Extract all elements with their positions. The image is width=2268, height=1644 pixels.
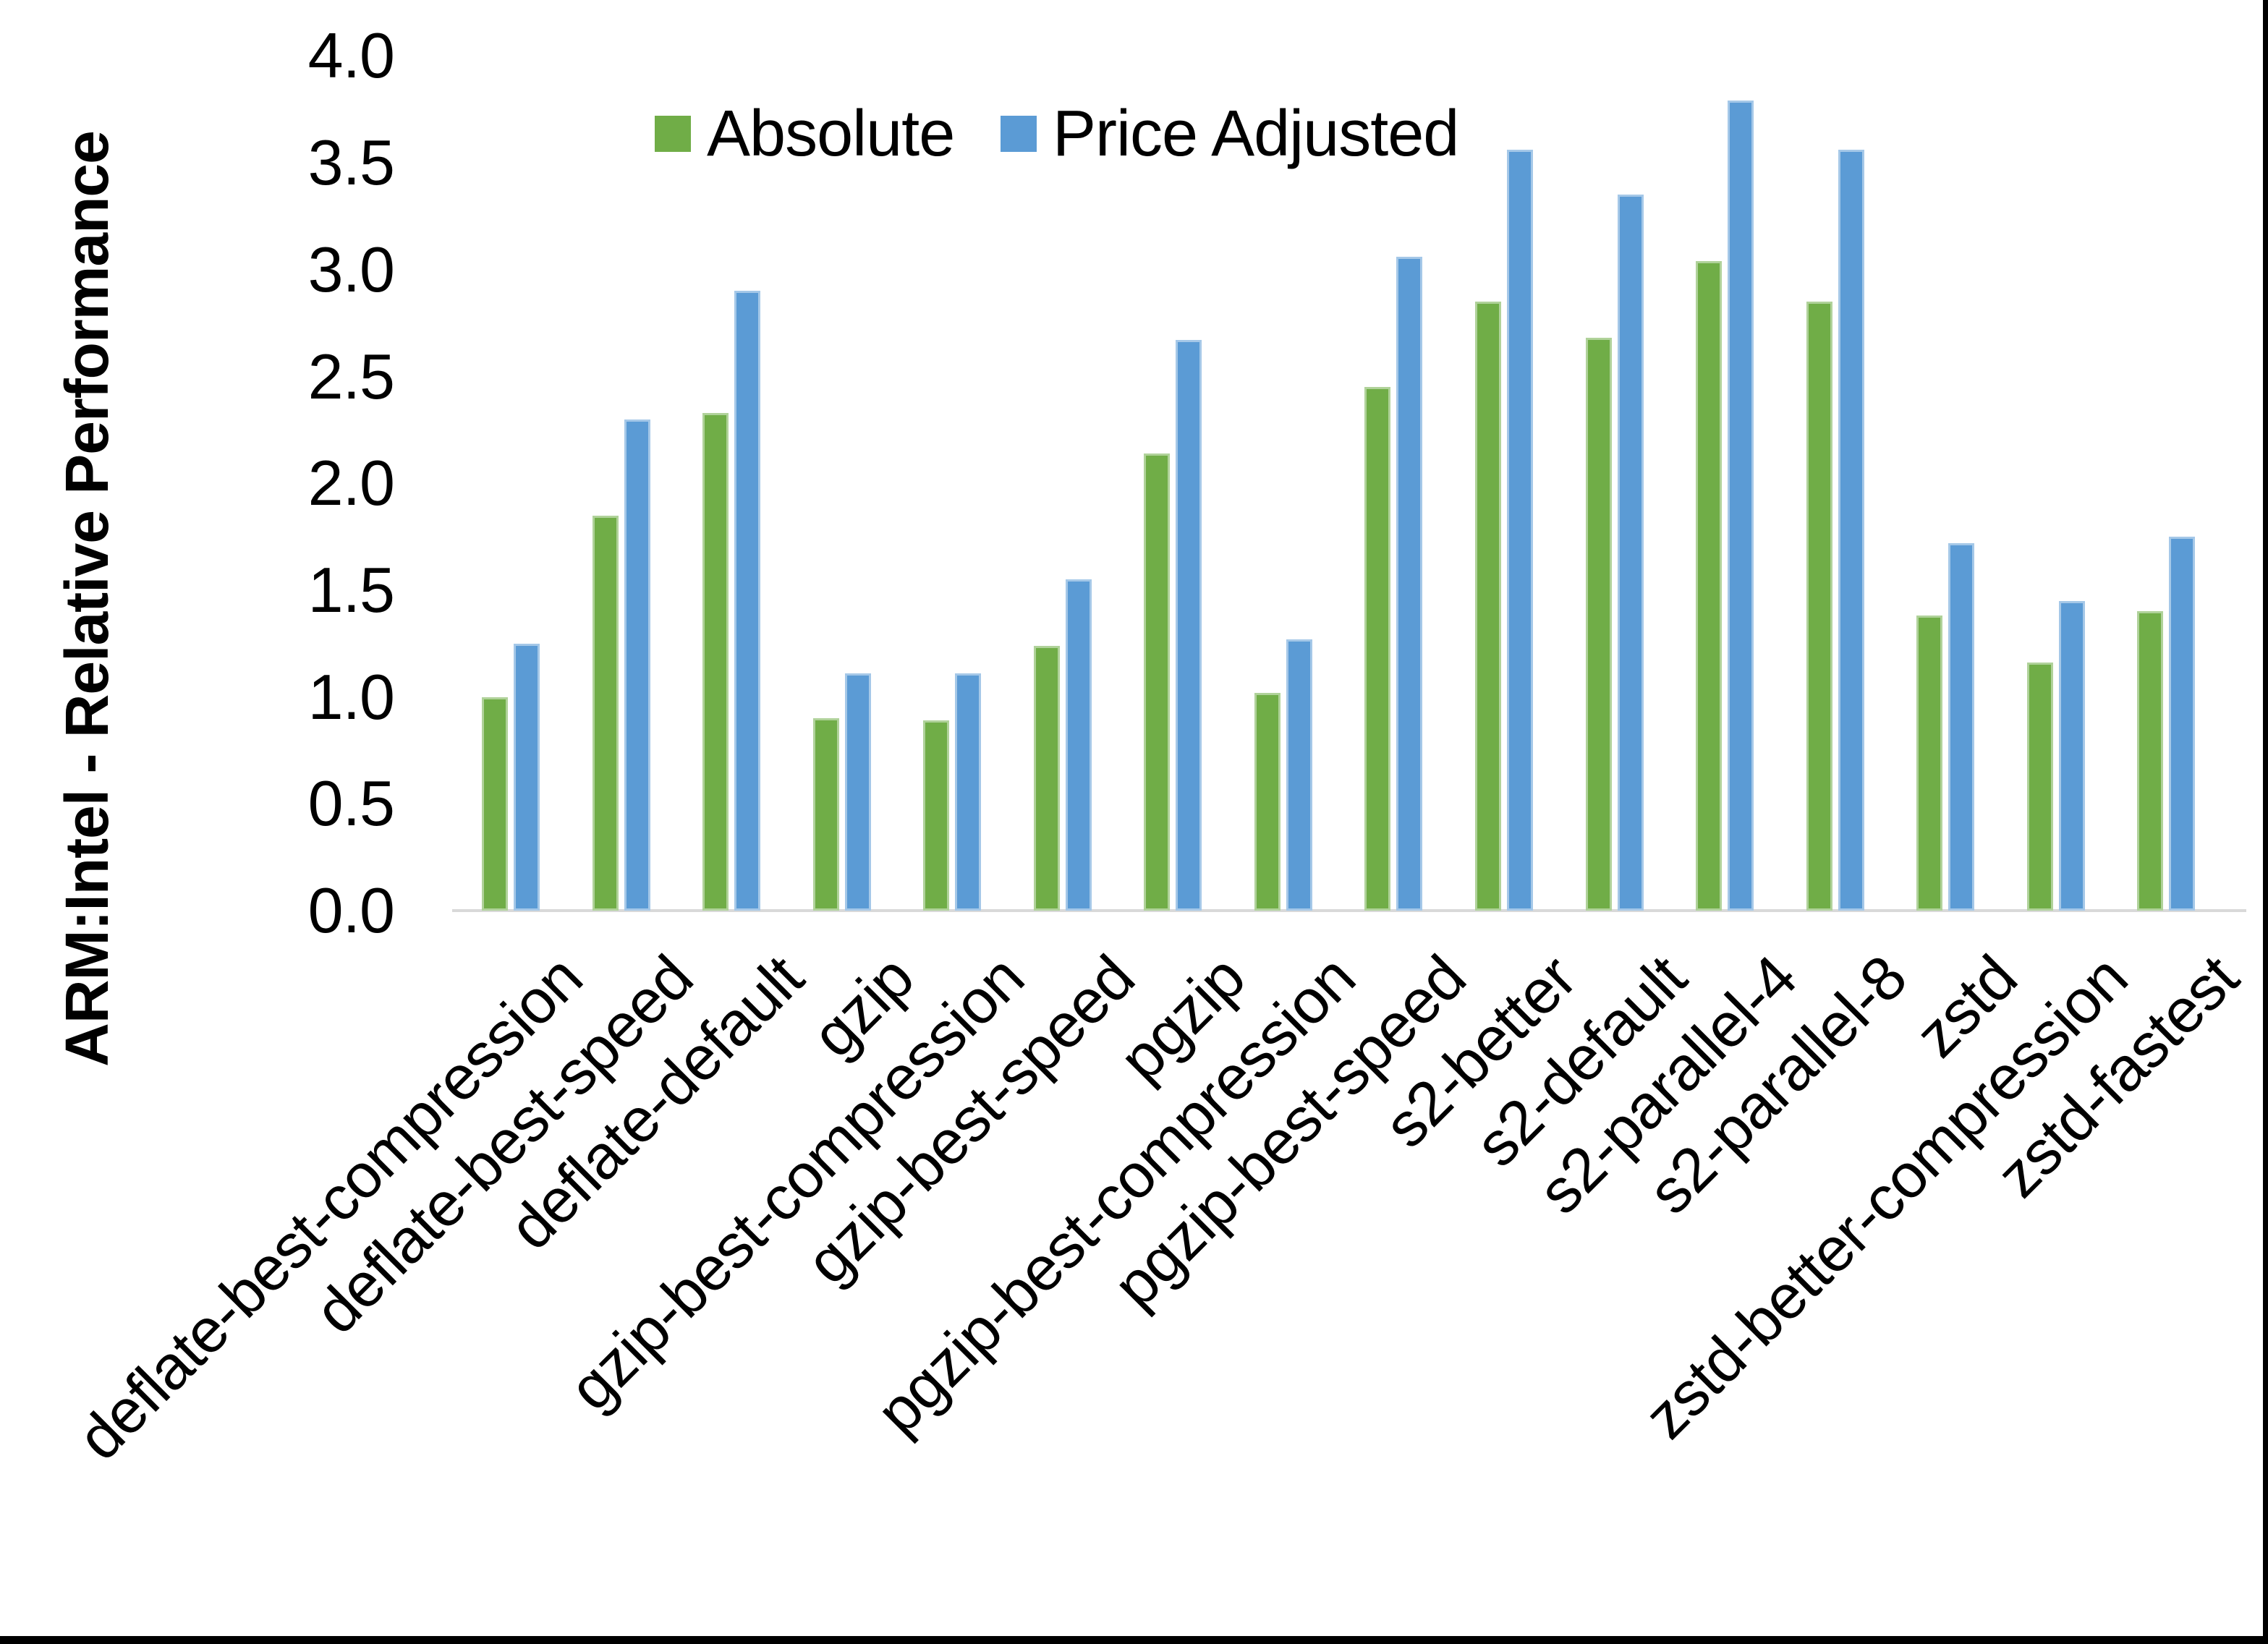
legend-swatch-icon <box>655 116 691 152</box>
bar-absolute-s2-default <box>1585 338 1612 911</box>
bar-absolute-s2-better <box>1474 302 1501 911</box>
bar-absolute-deflate-best-speed <box>592 516 619 911</box>
bar-price-adjusted-pgzip <box>1176 340 1202 911</box>
bar-price-adjusted-gzip-best-compression <box>955 673 982 911</box>
legend-label: Price Adjusted <box>1053 98 1459 170</box>
bar-price-adjusted-pgzip-best-compression <box>1286 639 1312 911</box>
legend-item-price-adjusted: Price Adjusted <box>1001 98 1459 170</box>
bar-absolute-gzip <box>812 718 839 911</box>
y-tick-label-1.0: 1.0 <box>307 660 395 733</box>
y-tick-label-2.5: 2.5 <box>307 340 395 412</box>
bar-price-adjusted-zstd-better-compression <box>2058 601 2085 911</box>
bar-price-adjusted-gzip-best-speed <box>1065 579 1092 911</box>
bar-price-adjusted-s2-parallel-4 <box>1728 101 1754 911</box>
bar-price-adjusted-s2-better <box>1506 150 1533 911</box>
bar-absolute-gzip-best-compression <box>923 720 950 911</box>
x-axis-line <box>452 909 2246 912</box>
legend-label: Absolute <box>707 98 955 170</box>
bar-absolute-deflate-best-compression <box>482 697 508 911</box>
legend-swatch-icon <box>1001 116 1037 152</box>
y-tick-label-0.5: 0.5 <box>307 767 395 840</box>
bar-price-adjusted-s2-default <box>1617 195 1644 911</box>
bar-price-adjusted-zstd <box>1948 543 1975 911</box>
bar-absolute-gzip-best-speed <box>1033 646 1060 911</box>
bar-price-adjusted-deflate-best-speed <box>624 419 650 911</box>
bar-absolute-zstd-better-compression <box>2026 663 2053 911</box>
bar-absolute-s2-parallel-4 <box>1696 261 1723 911</box>
bar-price-adjusted-s2-parallel-8 <box>1838 150 1864 911</box>
y-tick-label-2.0: 2.0 <box>307 447 395 519</box>
frame-bottom-border <box>0 1636 2268 1644</box>
bar-price-adjusted-gzip <box>844 673 871 911</box>
bar-price-adjusted-zstd-fastest <box>2169 537 2196 911</box>
bar-absolute-zstd-fastest <box>2137 611 2164 911</box>
y-tick-label-0.0: 0.0 <box>307 874 395 946</box>
y-axis-title: ARM:Intel - Relative Performance <box>53 131 121 1067</box>
bar-absolute-deflate-default <box>702 413 729 911</box>
bar-absolute-zstd <box>1916 616 1943 911</box>
bar-absolute-pgzip <box>1144 453 1171 911</box>
bar-price-adjusted-deflate-default <box>734 291 761 911</box>
bar-absolute-pgzip-best-speed <box>1364 387 1391 911</box>
legend-item-absolute: Absolute <box>655 98 955 170</box>
bar-price-adjusted-deflate-best-compression <box>514 644 540 911</box>
bar-absolute-s2-parallel-8 <box>1806 302 1832 911</box>
y-tick-label-3.5: 3.5 <box>307 127 395 199</box>
frame-right-border <box>2263 0 2268 1644</box>
y-tick-label-1.5: 1.5 <box>307 553 395 626</box>
y-tick-label-4.0: 4.0 <box>307 20 395 92</box>
bar-price-adjusted-pgzip-best-speed <box>1396 257 1423 911</box>
y-tick-label-3.0: 3.0 <box>307 233 395 305</box>
bar-absolute-pgzip-best-compression <box>1254 693 1280 911</box>
